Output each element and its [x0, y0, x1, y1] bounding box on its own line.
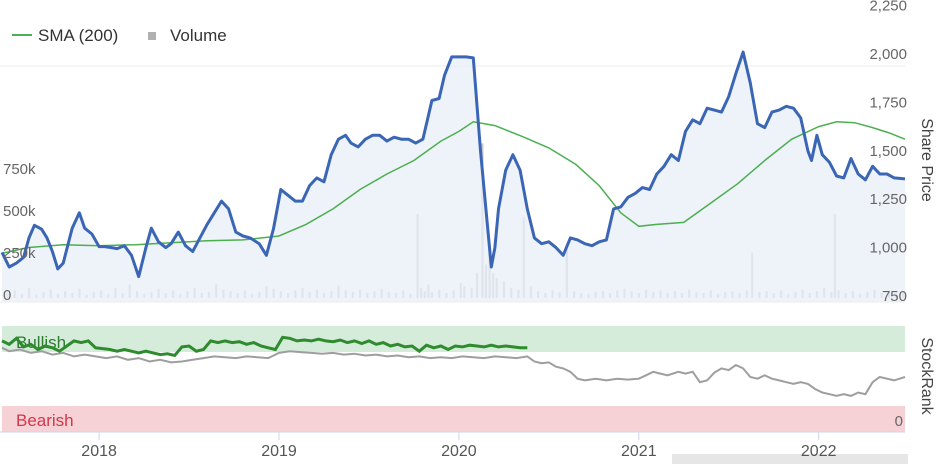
x-tick-label: 2018	[81, 443, 117, 460]
stockrank-neutral-line	[1, 346, 906, 397]
legend: SMA (200) Volume	[12, 26, 227, 45]
stockrank-axis-title: StockRank	[918, 337, 935, 415]
volume-tick-label: 750k	[3, 161, 36, 178]
price-axis-title: Share Price	[918, 118, 935, 202]
price-tick-label: 1,750	[869, 94, 907, 111]
price-tick-label: 2,000	[869, 46, 907, 63]
price-tick-label: 1,000	[869, 240, 907, 257]
legend-sma-label: SMA (200)	[38, 26, 118, 45]
legend-volume-swatch	[148, 32, 156, 40]
sma-200-line	[1, 121, 906, 255]
price-tick-label: 1,500	[869, 143, 907, 160]
x-axis: 2018 2019 2020 2021 2022	[0, 431, 908, 464]
price-axis-ticks: 750 1,000 1,250 1,500 1,750 2,000 2,250	[869, 0, 907, 305]
volume-tick-label: 0	[3, 287, 11, 304]
price-tick-label: 1,250	[869, 191, 907, 208]
x-tick-label: 2020	[441, 443, 477, 460]
bearish-band	[2, 406, 905, 432]
volume-axis-ticks: 0 250k 500k 750k	[3, 161, 36, 304]
price-plot-area	[0, 50, 906, 303]
price-tick-label: 750	[882, 288, 907, 305]
stockrank-zero-label: 0	[895, 413, 903, 430]
stockrank-bullish-line	[1, 335, 528, 358]
bearish-label: Bearish	[16, 411, 74, 430]
share-price-line	[0, 50, 906, 279]
x-tick-label: 2021	[621, 443, 657, 460]
volume-tick-label: 250k	[3, 245, 36, 262]
navigator-scrollbar[interactable]	[672, 454, 908, 464]
stockrank-panel: Bullish Bearish 0	[1, 326, 906, 432]
x-tick-label: 2019	[261, 443, 297, 460]
price-area-fill	[2, 52, 905, 302]
legend-volume-label: Volume	[170, 26, 227, 45]
volume-tick-label: 500k	[3, 203, 36, 220]
x-tick-label: 2022	[801, 443, 837, 460]
price-tick-label: 2,250	[869, 0, 907, 15]
